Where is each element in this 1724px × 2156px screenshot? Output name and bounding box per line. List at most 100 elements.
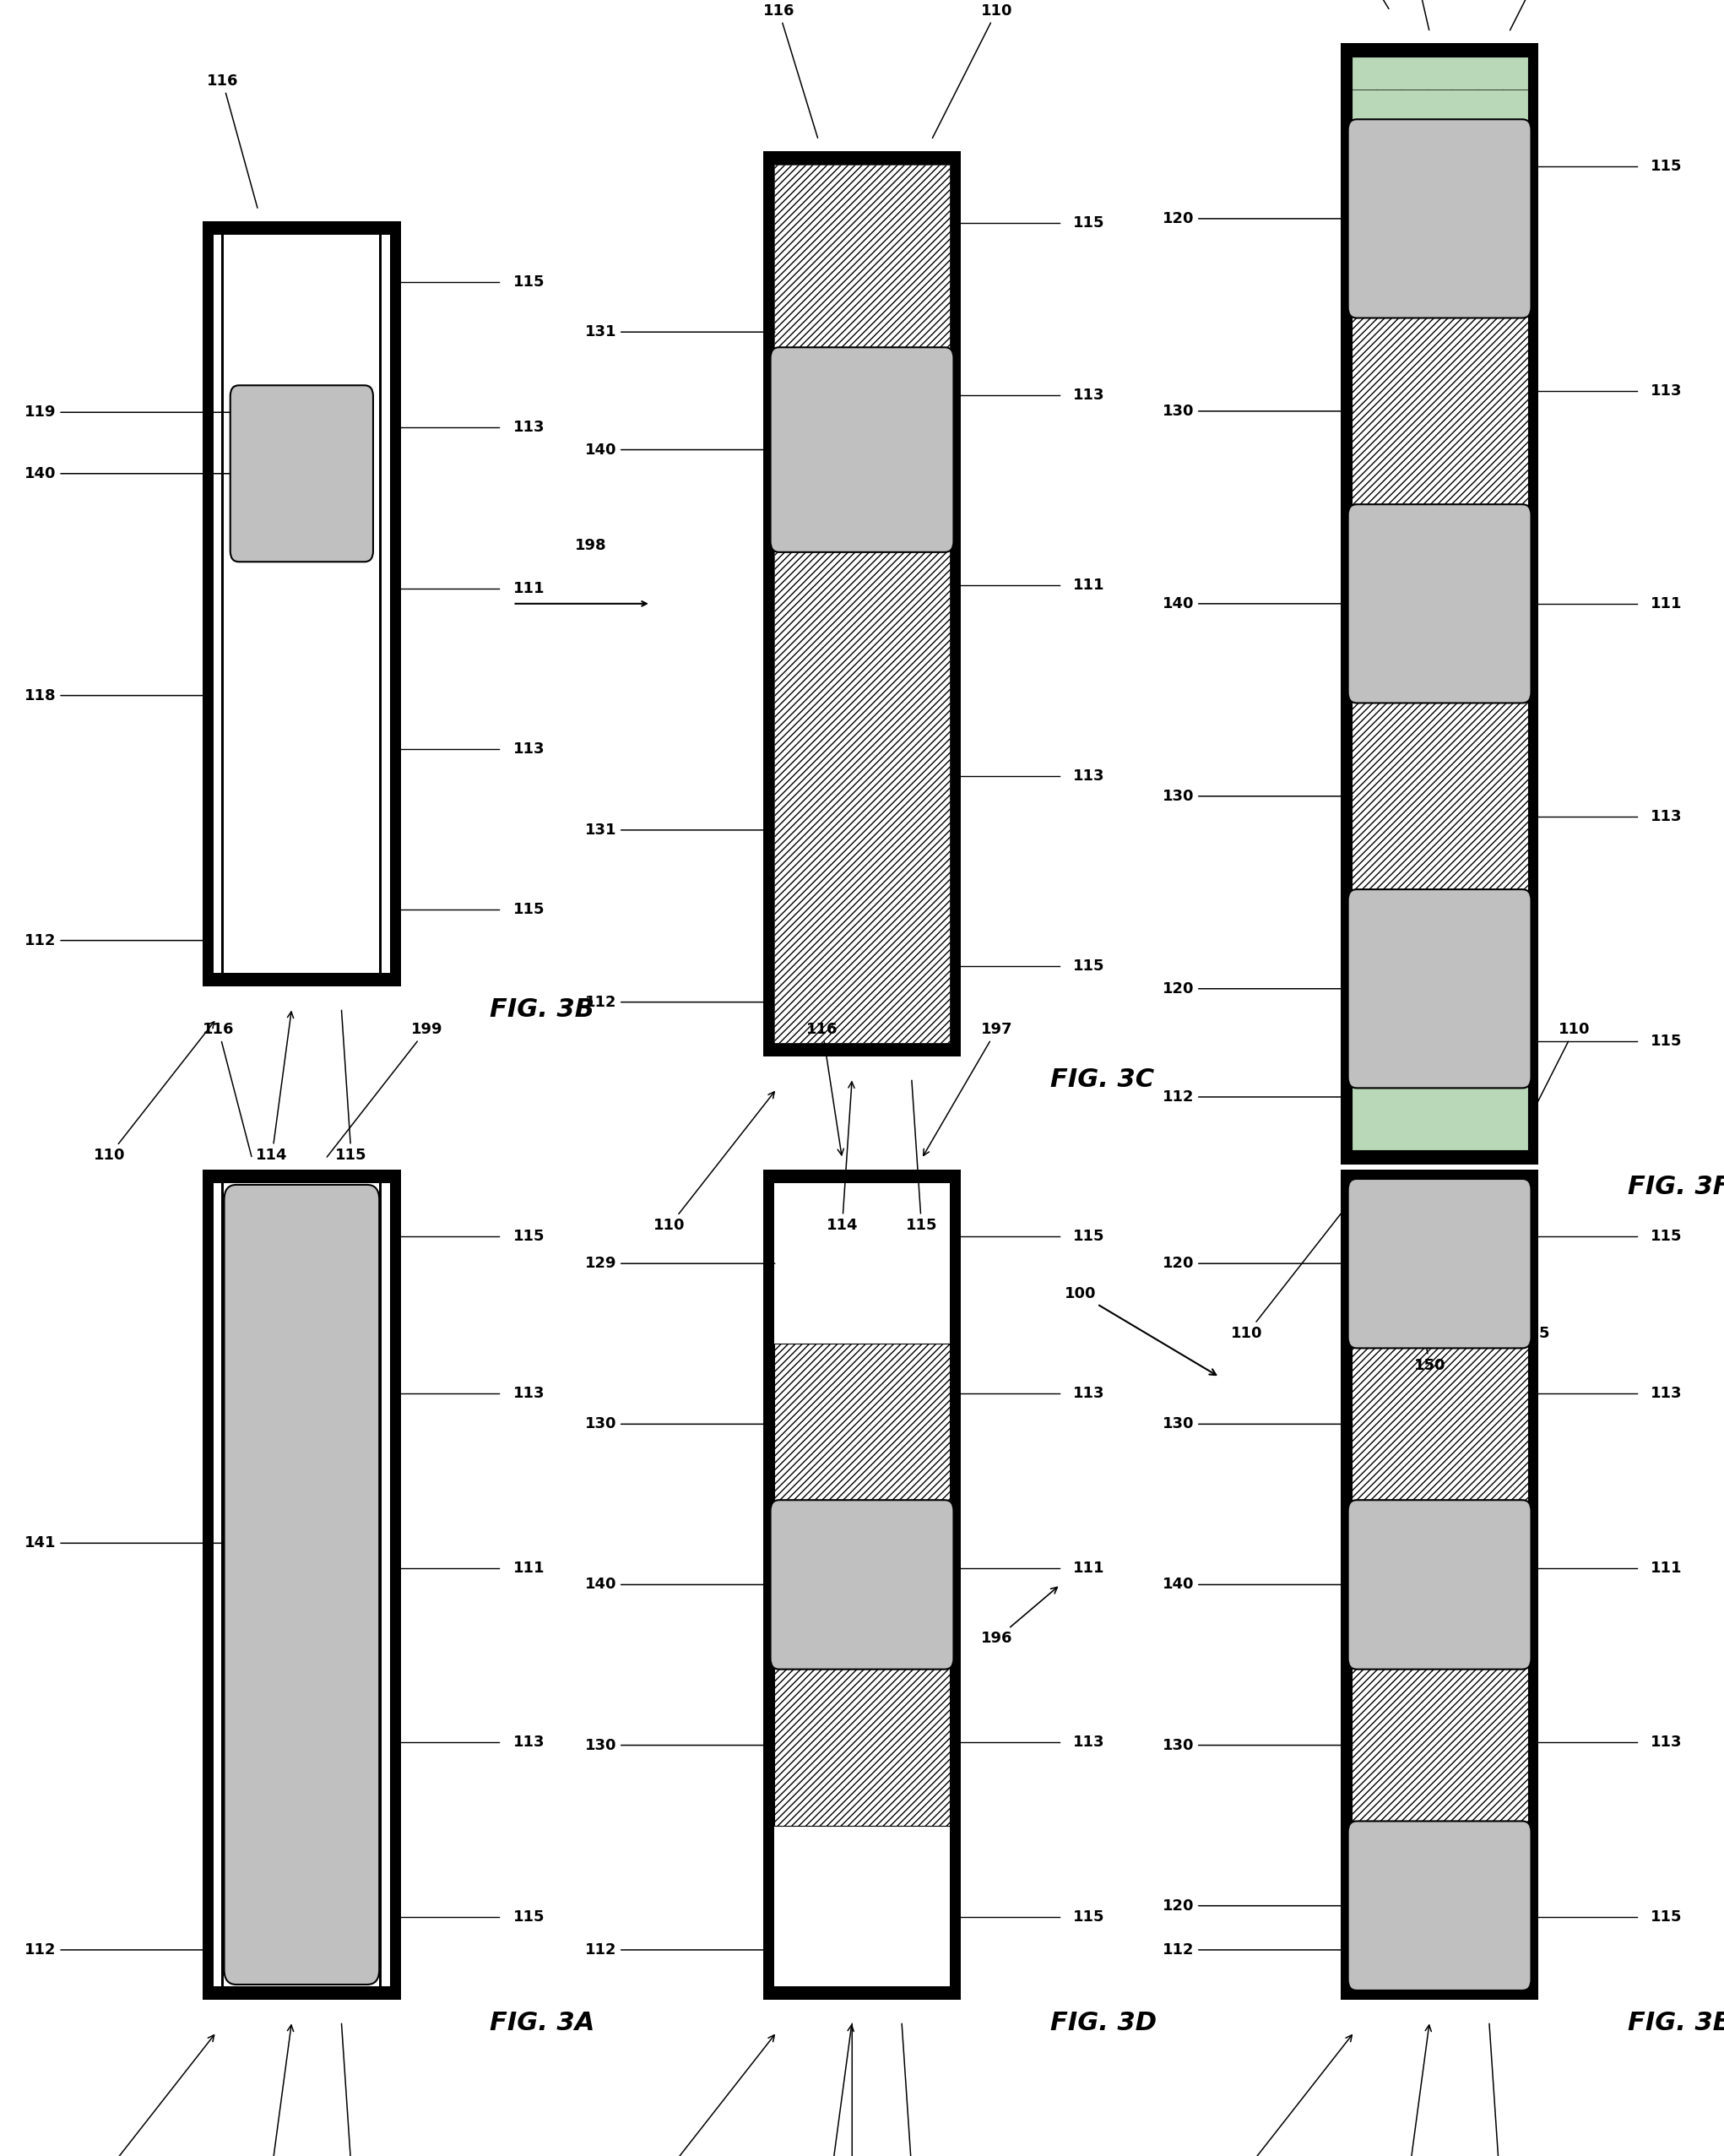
Text: 115: 115	[1650, 1908, 1683, 1925]
Text: 130: 130	[1162, 403, 1352, 418]
Text: 140: 140	[1162, 1576, 1352, 1593]
Text: 195: 195	[1508, 1188, 1550, 1341]
Text: 113: 113	[1650, 1386, 1683, 1401]
Text: 114: 114	[1395, 1190, 1431, 1341]
Text: 112: 112	[24, 1943, 205, 1958]
Bar	[202, 1169, 400, 2001]
Bar	[214, 1184, 390, 1986]
Text: 115: 115	[905, 1080, 938, 1233]
Text: 120: 120	[1162, 211, 1352, 226]
Text: 116: 116	[1384, 0, 1429, 30]
Text: 115: 115	[1650, 160, 1683, 175]
Text: 111: 111	[512, 1561, 545, 1576]
FancyBboxPatch shape	[1348, 1501, 1531, 1669]
Text: 115: 115	[512, 274, 545, 289]
Bar	[379, 1184, 383, 1986]
Bar	[1352, 315, 1527, 507]
Text: FIG. 3B: FIG. 3B	[490, 996, 595, 1022]
Text: 115: 115	[1650, 1229, 1683, 1244]
FancyBboxPatch shape	[224, 1186, 379, 1984]
Text: 113: 113	[1650, 384, 1683, 399]
Text: 112: 112	[1162, 1943, 1343, 1958]
Text: 110: 110	[653, 1091, 774, 1233]
Text: 129: 129	[584, 1257, 774, 1272]
Bar	[774, 164, 950, 1044]
Bar	[221, 1184, 224, 1986]
Bar	[221, 235, 224, 972]
Text: 110: 110	[93, 2035, 214, 2156]
Text: FIG. 3E: FIG. 3E	[1627, 2009, 1724, 2035]
Text: 112: 112	[24, 934, 205, 949]
Text: 112: 112	[1162, 1089, 1343, 1104]
Text: 113: 113	[512, 742, 545, 757]
Text: 120: 120	[1162, 1257, 1352, 1272]
Text: 113: 113	[512, 1386, 545, 1401]
Text: 115: 115	[1483, 2024, 1515, 2156]
Bar	[1352, 56, 1527, 1151]
Text: 199: 199	[328, 1022, 443, 1158]
Bar	[774, 349, 950, 550]
Bar	[762, 151, 962, 1056]
Bar	[1341, 43, 1538, 1164]
FancyBboxPatch shape	[231, 386, 372, 563]
Bar	[202, 222, 400, 987]
Text: FIG. 3F: FIG. 3F	[1627, 1175, 1724, 1199]
Text: 128: 128	[836, 2024, 867, 2156]
Text: 130: 130	[584, 1416, 774, 1432]
Text: 150: 150	[1309, 0, 1390, 9]
Text: 140: 140	[24, 466, 233, 481]
Bar	[774, 1664, 950, 1826]
FancyBboxPatch shape	[1348, 505, 1531, 703]
FancyBboxPatch shape	[771, 1501, 953, 1669]
Bar	[1352, 1664, 1527, 1826]
Text: 110: 110	[1231, 2035, 1352, 2156]
Text: 115: 115	[1443, 1188, 1476, 1341]
Text: 113: 113	[1072, 768, 1105, 783]
Text: 114: 114	[826, 1082, 859, 1233]
Text: 110: 110	[1510, 1022, 1590, 1158]
Text: 130: 130	[1162, 789, 1352, 804]
Text: 111: 111	[1650, 595, 1683, 612]
Text: 115: 115	[1072, 216, 1105, 231]
Text: 110: 110	[933, 2, 1012, 138]
Text: 150: 150	[1400, 1188, 1445, 1373]
Text: 131: 131	[584, 821, 774, 839]
Bar	[1352, 1343, 1527, 1505]
Text: 110: 110	[653, 2035, 774, 2156]
Text: 113: 113	[512, 1736, 545, 1751]
Text: 112: 112	[584, 1943, 765, 1958]
Text: 100: 100	[1064, 1287, 1215, 1376]
FancyBboxPatch shape	[1348, 119, 1531, 317]
Text: 140: 140	[1162, 595, 1352, 612]
Text: 141: 141	[24, 1535, 240, 1550]
Text: 115: 115	[1072, 1229, 1105, 1244]
Text: 130: 130	[1162, 1416, 1352, 1432]
Text: 115: 115	[896, 2024, 928, 2156]
Bar	[1352, 701, 1527, 893]
Text: 114: 114	[257, 2024, 293, 2156]
Text: 111: 111	[1650, 1561, 1683, 1576]
Text: 115: 115	[1072, 957, 1105, 975]
Text: 113: 113	[1650, 1736, 1683, 1751]
Text: 116: 116	[203, 1022, 252, 1156]
Text: 116: 116	[207, 73, 257, 207]
Bar	[774, 1343, 950, 1505]
Text: 118: 118	[24, 688, 205, 703]
Text: FIG. 3A: FIG. 3A	[490, 2009, 595, 2035]
Bar	[774, 164, 950, 1044]
Text: 197: 197	[924, 1022, 1012, 1156]
Text: 115: 115	[336, 1011, 367, 1164]
Text: 111: 111	[1072, 578, 1105, 593]
Text: 113: 113	[1650, 808, 1683, 824]
Text: 115: 115	[512, 901, 545, 918]
Text: 115: 115	[1072, 1908, 1105, 1925]
Text: 114: 114	[817, 2024, 853, 2156]
Bar	[1352, 56, 1527, 123]
Bar	[1341, 1169, 1538, 2001]
Text: 198: 198	[574, 539, 607, 554]
Text: 113: 113	[1072, 1736, 1105, 1751]
Text: 115: 115	[1650, 1033, 1683, 1048]
Text: 120: 120	[1162, 981, 1352, 996]
Text: 113: 113	[1072, 1386, 1105, 1401]
Text: 120: 120	[1162, 1897, 1352, 1912]
